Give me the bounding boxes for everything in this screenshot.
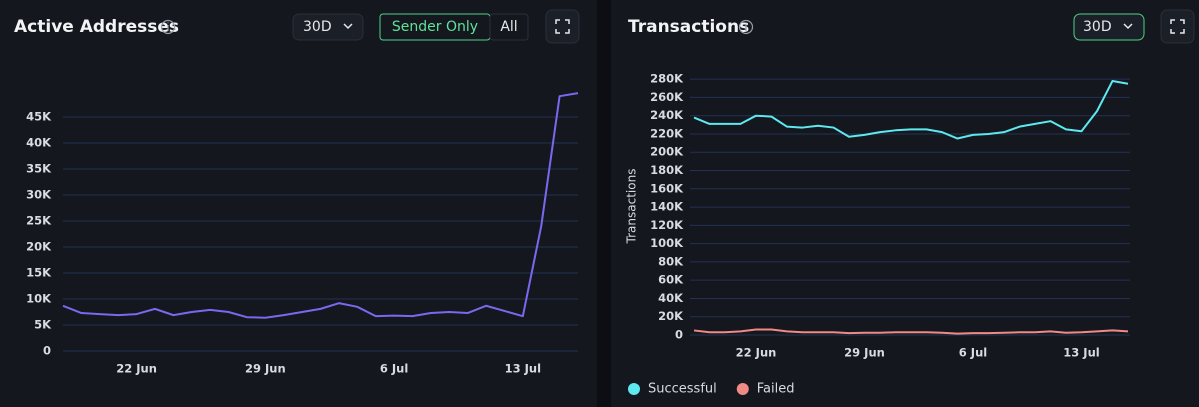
y-tick-label: 100K [650,236,684,250]
data-line [62,92,579,319]
fullscreen-icon [1170,19,1185,34]
x-tick-label: 29 Jun [844,346,885,360]
y-tick-label: 40K [658,291,684,305]
legend-marker [628,383,640,395]
chart-title: Transactions [628,17,749,37]
chart-title: Active Addresses [14,17,179,37]
x-tick-label: 22 Jun [736,346,777,360]
period-label: 30D [303,19,332,35]
fullscreen-button[interactable] [1160,9,1195,44]
y-tick-label: 220K [650,126,684,140]
period-select[interactable] [1073,13,1145,41]
info-icon [160,19,176,35]
period-select[interactable] [292,13,364,41]
legend-label: Successful [648,382,717,397]
x-tick-label: 6 Jul [380,362,408,376]
x-tick-label: 22 Jun [116,362,157,376]
x-tick-label: 13 Jul [505,362,541,376]
y-tick-label: 80K [658,254,684,268]
y-tick-label: 180K [650,163,684,177]
y-tick-label: 45K [26,110,52,124]
y-tick-label: 15K [26,266,52,280]
y-tick-label: 240K [650,108,684,122]
x-tick-label: 6 Jul [959,346,987,360]
y-tick-label: 160K [650,181,684,195]
period-label: 30D [1083,19,1112,35]
fullscreen-button[interactable] [545,9,580,44]
chevron [1123,23,1133,30]
y-tick-label: 10K [26,292,52,306]
y-tick-label: 140K [650,200,684,214]
legend-label: Failed [757,382,795,397]
y-tick-label: 5K [34,318,52,332]
y-tick-label: 200K [650,145,684,159]
y-tick-label: 20K [658,309,684,323]
legend-marker [736,383,749,395]
y-tick-label: 40K [26,136,52,150]
x-tick-label: 13 Jul [1063,346,1099,360]
y-tick-label: 60K [658,273,684,287]
toggle-label: Sender Only [392,19,478,35]
y-tick-label: 30K [26,188,52,202]
info-icon [738,19,754,35]
data-line [693,79,1129,140]
y-axis-label: Transactions [625,169,639,245]
y-tick-label: 260K [650,90,684,104]
panel [611,0,1199,407]
y-tick-label: 25K [26,214,52,228]
panel [0,0,597,407]
data-line [693,328,1129,335]
y-tick-label: 280K [650,72,684,86]
toggle-label: All [500,19,517,35]
fullscreen-icon [555,19,570,34]
y-tick-label: 0 [675,328,683,342]
y-tick-label: 35K [26,162,52,176]
y-tick-label: 0 [43,344,51,358]
toggle[interactable] [489,13,529,41]
y-tick-label: 20K [26,240,52,254]
y-tick-label: 120K [650,218,684,232]
chevron [343,23,353,30]
x-tick-label: 29 Jun [245,362,286,376]
